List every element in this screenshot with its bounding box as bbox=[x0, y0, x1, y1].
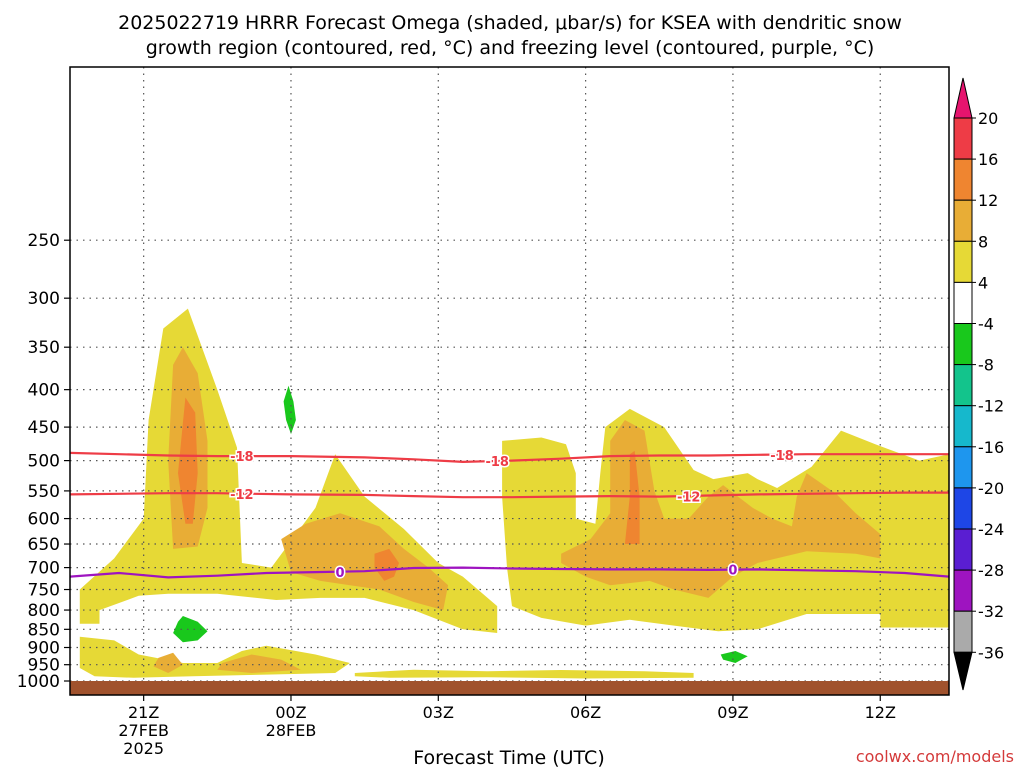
colorbar-bin bbox=[953, 610, 973, 653]
y-tick-label: 850 bbox=[28, 620, 60, 640]
colorbar-bin bbox=[953, 281, 973, 324]
colorbar-bin bbox=[953, 199, 973, 242]
x-tick-label: 12Z bbox=[865, 703, 896, 722]
y-tick-label: 550 bbox=[28, 482, 60, 502]
y-tick-label: 350 bbox=[28, 338, 60, 358]
plot-contents: -18 -18 -18 -12 -12 0 0 bbox=[70, 67, 949, 695]
colorbar-label: -4 bbox=[978, 315, 994, 334]
y-tick-label: 300 bbox=[28, 289, 60, 309]
y-tick-label: 800 bbox=[28, 601, 60, 621]
omega-shaded-region bbox=[217, 654, 301, 673]
colorbar-bin bbox=[953, 323, 973, 366]
colorbar-bin bbox=[953, 364, 973, 407]
omega-shaded-region bbox=[561, 420, 881, 598]
colorbar-bin bbox=[953, 158, 973, 201]
plot-area: -18 -18 -18 -12 -12 0 0 250 300 350 400 450 500 550 60… bbox=[17, 66, 950, 758]
x-tick-label: 06Z bbox=[570, 703, 601, 722]
y-tick-label: 700 bbox=[28, 559, 60, 579]
contour-line bbox=[70, 491, 949, 499]
y-tick-label: 600 bbox=[28, 510, 60, 530]
x-tick-label: 21Z bbox=[128, 703, 159, 722]
plot-frame bbox=[69, 66, 950, 696]
y-tick-label: 450 bbox=[28, 418, 60, 438]
chart-title-line-1: 2025022719 HRRR Forecast Omega (shaded, … bbox=[118, 12, 902, 34]
surface-band bbox=[70, 681, 949, 695]
y-tick-label: 750 bbox=[28, 581, 60, 601]
y-tick-label: 900 bbox=[28, 639, 60, 659]
x-tick-label: 27FEB bbox=[118, 721, 169, 740]
colorbar-bin bbox=[953, 405, 973, 448]
x-tick-label: 00Z bbox=[275, 703, 306, 722]
colorbar-bin bbox=[953, 117, 973, 160]
x-tick-label: 03Z bbox=[423, 703, 454, 722]
colorbar-bottom-arrow bbox=[953, 651, 973, 691]
colorbar-label: 20 bbox=[978, 109, 998, 128]
y-tick-label: 1000 bbox=[17, 672, 60, 692]
colorbar-label: 16 bbox=[978, 150, 998, 169]
omega-shaded-region bbox=[281, 513, 449, 611]
colorbar-bin bbox=[953, 487, 973, 530]
contour-label: -18 bbox=[770, 449, 794, 464]
y-tick-label: 650 bbox=[28, 535, 60, 555]
contour-label: -12 bbox=[677, 491, 701, 506]
colorbar-bin bbox=[953, 446, 973, 489]
omega-shaded-region bbox=[374, 548, 399, 581]
contour-label: -18 bbox=[230, 450, 254, 465]
contour-line bbox=[70, 566, 949, 579]
colorbar-top-arrow bbox=[953, 77, 973, 119]
colorbar-label: -36 bbox=[978, 643, 1004, 662]
contour-label: -18 bbox=[485, 455, 509, 470]
y-tick-label: 500 bbox=[28, 452, 60, 472]
y-tick-label: 250 bbox=[28, 231, 60, 251]
colorbar-label: -28 bbox=[978, 561, 1004, 580]
credit-text: coolwx.com/models bbox=[856, 747, 1014, 766]
contour-label: 0 bbox=[728, 563, 737, 578]
omega-shaded-region bbox=[283, 385, 296, 435]
x-tick-label: 09Z bbox=[717, 703, 748, 722]
omega-shaded-region bbox=[79, 636, 350, 678]
colorbar-label: 12 bbox=[978, 191, 998, 210]
colorbar-legend: 20 16 12 8 4 -4 -8 -12 -16 -20 -24 -28 -32 -36 bbox=[953, 77, 1004, 691]
contour-label: -12 bbox=[230, 488, 254, 503]
colorbar-bin bbox=[953, 528, 973, 571]
omega-shaded-region bbox=[354, 669, 694, 679]
colorbar-label: -32 bbox=[978, 602, 1004, 621]
y-tick-label: 950 bbox=[28, 656, 60, 676]
colorbar-label: 8 bbox=[978, 232, 988, 251]
y-tick-label: 400 bbox=[28, 381, 60, 401]
chart-title-line-2: growth region (contoured, red, °C) and f… bbox=[146, 37, 875, 59]
colorbar-label: -16 bbox=[978, 438, 1004, 457]
x-axis-label: Forecast Time (UTC) bbox=[413, 747, 604, 768]
colorbar-label: -12 bbox=[978, 397, 1004, 416]
x-tick-label: 2025 bbox=[123, 739, 164, 758]
omega-shaded-region bbox=[624, 450, 640, 544]
colorbar-label: -8 bbox=[978, 356, 994, 375]
omega-shaded-region bbox=[153, 652, 183, 673]
contour-label: 0 bbox=[336, 566, 345, 581]
omega-shaded-region bbox=[720, 651, 748, 663]
colorbar-label: -20 bbox=[978, 479, 1004, 498]
colorbar-bin bbox=[953, 240, 973, 283]
contour-line bbox=[70, 451, 949, 464]
omega-shaded-region bbox=[173, 616, 208, 643]
colorbar-label: -24 bbox=[978, 520, 1004, 539]
colorbar-bin bbox=[953, 569, 973, 612]
colorbar-label: 4 bbox=[978, 273, 988, 292]
x-tick-label: 28FEB bbox=[266, 721, 317, 740]
